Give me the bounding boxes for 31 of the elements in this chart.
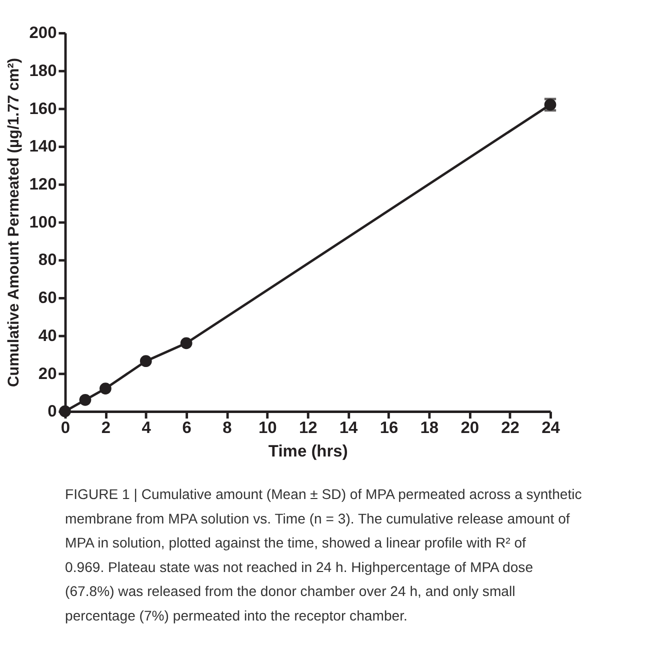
caption: FIGURE 1 | Cumulative amount (Mean ± SD) of MPA permeated across a synthetic membrane from MPA solution vs. Time (n = 3). The cumulative release amount of MPA in solution, plotted against the time, showed a linear profile with R² of 0.969. Plateau state was not reached in 24 h. Highpercentage of MPA dose (67.8%) was released from the donor chamber over 24 h, and only small percentage (7%) permeated into the receptor chamber. xyxy=(65,486,582,624)
point xyxy=(180,337,192,350)
y-tick-label: 160 xyxy=(29,100,57,118)
point xyxy=(100,382,112,394)
x-tick-label: 24 xyxy=(542,419,561,438)
y-tick-label: 100 xyxy=(29,213,57,232)
x-tick-label: 18 xyxy=(420,419,439,438)
y-tick-label: 40 xyxy=(38,326,57,345)
x-tick-label: 2 xyxy=(101,419,111,438)
y-tick-label: 20 xyxy=(38,364,57,383)
x-tick-label: 4 xyxy=(142,419,152,438)
x-axis-title: Time (hrs) xyxy=(268,442,348,460)
y-tick-label: 80 xyxy=(38,251,57,270)
x-tick-label: 6 xyxy=(182,419,192,438)
x-tick-label: 8 xyxy=(222,419,232,438)
x-tick-label: 16 xyxy=(380,419,398,438)
point xyxy=(140,355,152,368)
y-tick-label: 140 xyxy=(29,138,57,156)
y-axis-title: Cumulative Amount Permeated (µg/1.77 cm²) xyxy=(6,58,23,388)
y-tick-label: 120 xyxy=(29,176,57,194)
y-tick-label: 60 xyxy=(38,289,57,308)
y-tick-label: 200 xyxy=(29,24,57,42)
point xyxy=(79,394,92,406)
y-tick-label: 180 xyxy=(29,62,57,80)
y-tick-label: 0 xyxy=(48,402,57,421)
x-tick-label: 0 xyxy=(60,419,70,438)
x-tick-label: 20 xyxy=(460,419,480,438)
x-tick-label: 12 xyxy=(298,419,318,438)
x-tick-label: 22 xyxy=(501,419,520,438)
x-tick-label: 14 xyxy=(339,419,359,438)
x-tick-label: 10 xyxy=(258,419,277,438)
